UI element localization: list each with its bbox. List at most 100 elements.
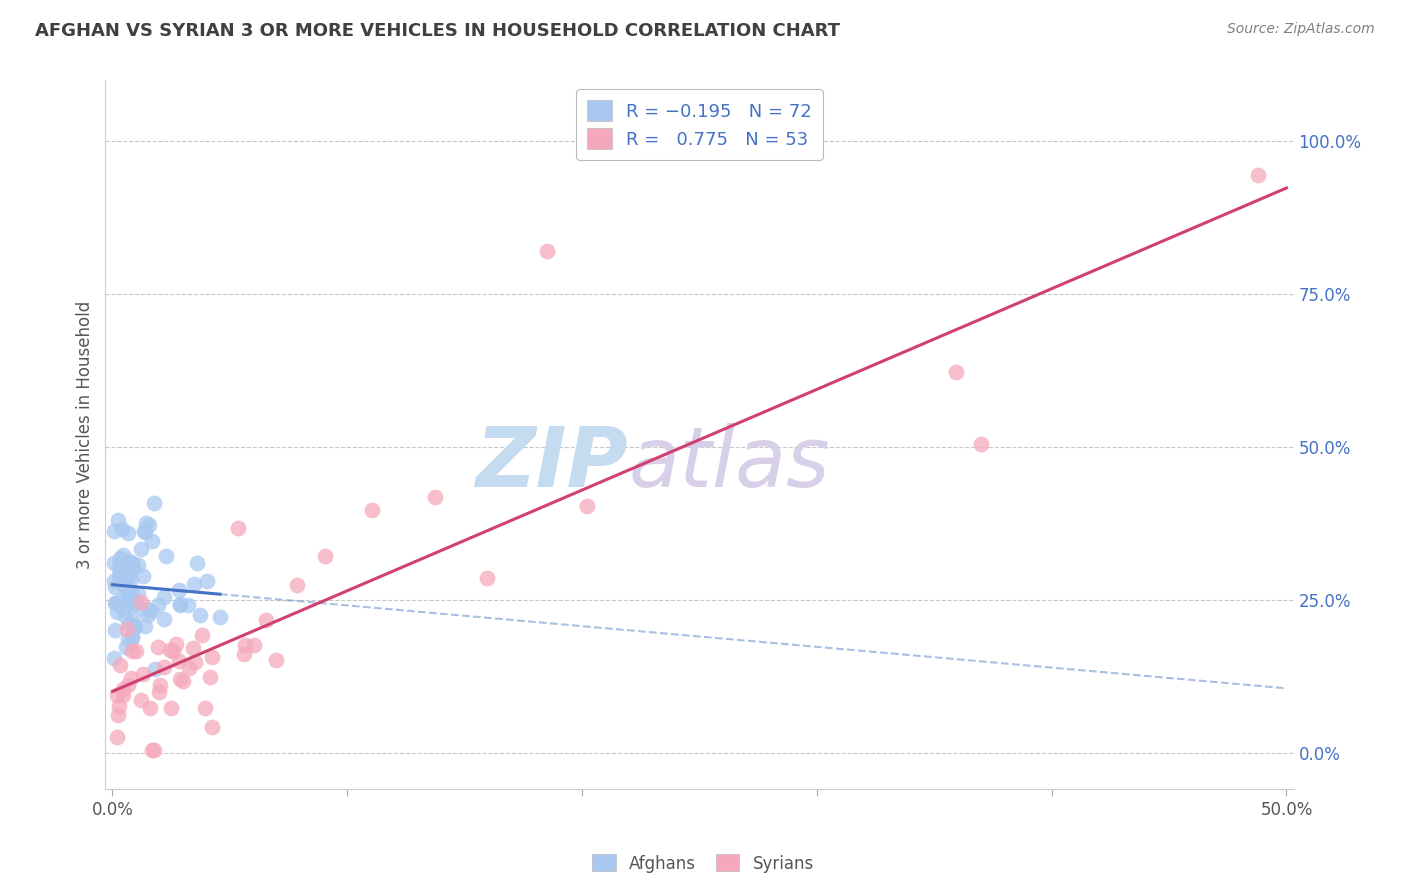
Point [177,598,200,612]
Point [122,561,145,575]
Legend: Afghans, Syrians: Afghans, Syrians [585,847,821,880]
Point [112,689,135,703]
Point [112,548,135,562]
Point [114,609,136,624]
Point [125,598,148,612]
Point [138,517,160,532]
Point [235,638,257,652]
Point [149,678,172,692]
Point [132,666,155,681]
Point [152,590,174,604]
Point [423,490,446,504]
Point [172,674,194,689]
Point [169,672,191,686]
Point [314,549,336,564]
Point [945,365,967,379]
Point [167,654,190,668]
Point [125,644,148,658]
Point [139,604,162,618]
Point [184,655,207,669]
Point [193,701,215,715]
Point [105,596,128,610]
Point [117,622,139,636]
Point [198,670,221,684]
Point [118,587,141,601]
Point [112,681,135,696]
Point [136,607,159,622]
Point [195,574,218,588]
Point [132,524,155,538]
Point [105,731,128,745]
Point [153,612,176,626]
Point [135,516,157,530]
Text: AFGHAN VS SYRIAN 3 OR MORE VEHICLES IN HOUSEHOLD CORRELATION CHART: AFGHAN VS SYRIAN 3 OR MORE VEHICLES IN H… [35,22,841,40]
Point [186,556,208,570]
Point [208,610,231,624]
Point [117,571,139,585]
Point [169,598,191,612]
Point [127,558,149,572]
Point [107,707,129,722]
Point [120,557,142,571]
Point [134,618,156,632]
Point [201,650,224,665]
Point [114,567,136,582]
Point [243,638,266,652]
Point [159,642,181,657]
Point [118,554,141,568]
Point [131,569,153,583]
Point [117,594,139,608]
Point [124,619,146,633]
Point [121,644,143,658]
Point [165,637,187,651]
Text: ZIP: ZIP [475,423,628,504]
Text: atlas: atlas [628,423,830,504]
Point [118,564,141,578]
Point [103,524,125,538]
Point [181,640,204,655]
Point [107,699,129,714]
Point [148,640,170,655]
Point [120,572,142,586]
Legend: R = −0.195   N = 72, R =   0.775   N = 53: R = −0.195 N = 72, R = 0.775 N = 53 [576,89,823,160]
Point [127,587,149,601]
Point [122,609,145,624]
Point [475,571,498,585]
Point [110,593,132,607]
Point [103,556,125,570]
Point [148,685,170,699]
Point [121,631,143,645]
Point [120,671,142,685]
Point [153,660,176,674]
Point [264,653,287,667]
Point [169,597,191,611]
Point [162,643,184,657]
Point [129,542,152,557]
Point [254,613,277,627]
Point [108,550,131,565]
Point [143,742,166,756]
Point [104,623,127,637]
Point [114,582,136,597]
Point [155,549,177,564]
Point [107,513,129,527]
Point [143,662,166,676]
Point [110,600,132,615]
Point [141,534,163,549]
Point [115,578,138,592]
Point [134,525,156,540]
Point [136,602,159,616]
Point [160,701,183,715]
Point [117,678,139,692]
Point [536,244,558,259]
Point [118,617,141,632]
Point [1247,168,1270,182]
Point [104,596,127,610]
Point [122,595,145,609]
Point [117,525,139,540]
Point [131,693,153,707]
Point [167,583,190,598]
Point [108,658,131,673]
Point [970,437,993,451]
Point [103,651,125,665]
